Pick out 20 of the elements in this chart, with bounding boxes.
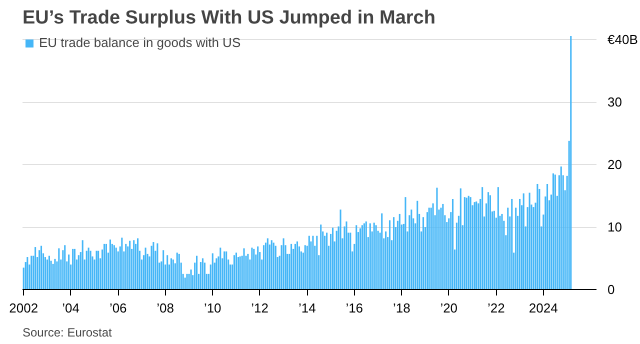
x-tick-label: ’18 (392, 300, 410, 316)
source-note: Source: Eurostat (22, 326, 113, 340)
x-tick-label: ’20 (440, 300, 458, 316)
x-tick-label: ’04 (62, 300, 80, 316)
x-tick-label: ’12 (251, 300, 269, 316)
y-tick-label: 10 (608, 220, 622, 235)
y-tick-label: 20 (608, 157, 622, 172)
x-tick-label: ’22 (487, 300, 505, 316)
y-tick-label: €40B (608, 32, 638, 48)
x-tick-label: ’06 (109, 300, 127, 316)
x-tick-label: ’16 (346, 300, 364, 316)
chart-title: EU’s Trade Surplus With US Jumped in March (22, 8, 436, 28)
x-tick-label: 2002 (9, 300, 38, 316)
x-tick-label: ’10 (204, 300, 222, 316)
x-tick-label: ’14 (298, 300, 316, 316)
y-tick-label: 0 (608, 282, 615, 297)
x-tick-label: ’08 (156, 300, 174, 316)
y-tick-label: 30 (608, 94, 622, 110)
legend-label: EU trade balance in goods with US (39, 35, 241, 50)
x-tick-label: 2024 (528, 300, 558, 316)
